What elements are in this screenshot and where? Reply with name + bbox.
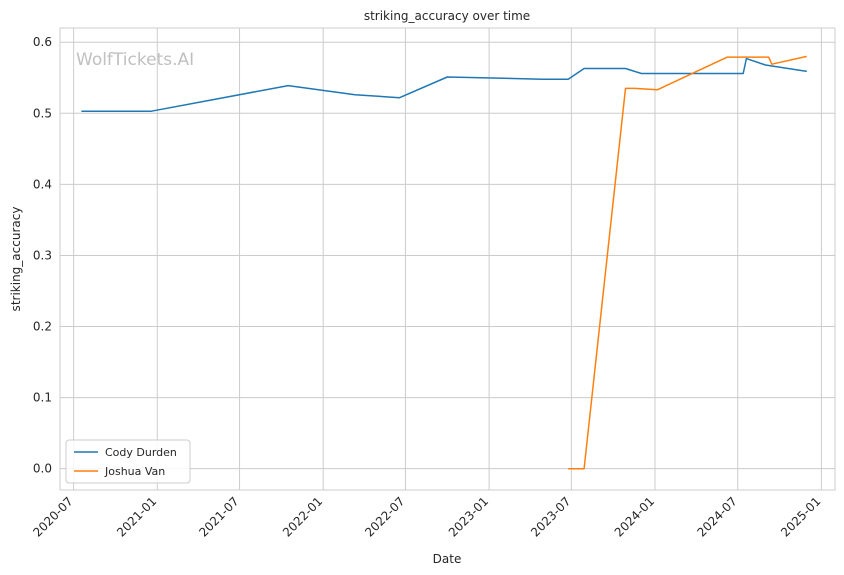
chart-title: striking_accuracy over time bbox=[364, 9, 530, 23]
watermark: WolfTickets.AI bbox=[76, 50, 194, 70]
y-tick-labels: 0.0 0.1 0.2 0.3 0.4 0.5 0.6 bbox=[33, 35, 52, 475]
y-tick-label: 0.2 bbox=[33, 320, 52, 334]
plot-background bbox=[59, 27, 836, 491]
series-line-joshua-van bbox=[568, 55, 807, 470]
x-tick-label: 2021-07 bbox=[196, 494, 241, 539]
x-tick-label: 2020-07 bbox=[30, 494, 75, 539]
x-tick-label: 2022-07 bbox=[362, 494, 407, 539]
x-tick-label: 2023-01 bbox=[446, 494, 491, 539]
legend-box bbox=[65, 439, 191, 484]
x-tick-label: 2021-01 bbox=[114, 494, 159, 539]
x-tick-label: 2024-01 bbox=[612, 494, 657, 539]
grid-lines bbox=[60, 28, 835, 490]
x-tick-label: 2023-07 bbox=[528, 494, 573, 539]
y-tick-label: 0.0 bbox=[33, 462, 52, 476]
series-line-cody-durden bbox=[81, 57, 807, 112]
y-tick-label: 0.5 bbox=[33, 106, 52, 120]
y-tick-label: 0.4 bbox=[33, 177, 52, 191]
legend: Cody Durden Joshua Van bbox=[65, 439, 191, 484]
y-tick-label: 0.3 bbox=[33, 248, 52, 262]
y-tick-label: 0.6 bbox=[33, 35, 52, 49]
legend-label-joshua-van: Joshua Van bbox=[104, 465, 165, 478]
x-tick-labels: 2020-07 2021-01 2021-07 2022-01 2022-07 2023-… bbox=[30, 494, 823, 539]
x-tick-label: 2024-07 bbox=[694, 494, 739, 539]
y-axis-title: striking_accuracy bbox=[9, 207, 23, 312]
x-tick-label: 2025-01 bbox=[778, 494, 823, 539]
series-lines bbox=[81, 55, 807, 470]
x-axis-title: Date bbox=[433, 552, 462, 566]
legend-label-cody-durden: Cody Durden bbox=[105, 446, 177, 459]
y-tick-label: 0.1 bbox=[33, 391, 52, 405]
x-tick-label: 2022-01 bbox=[280, 494, 325, 539]
